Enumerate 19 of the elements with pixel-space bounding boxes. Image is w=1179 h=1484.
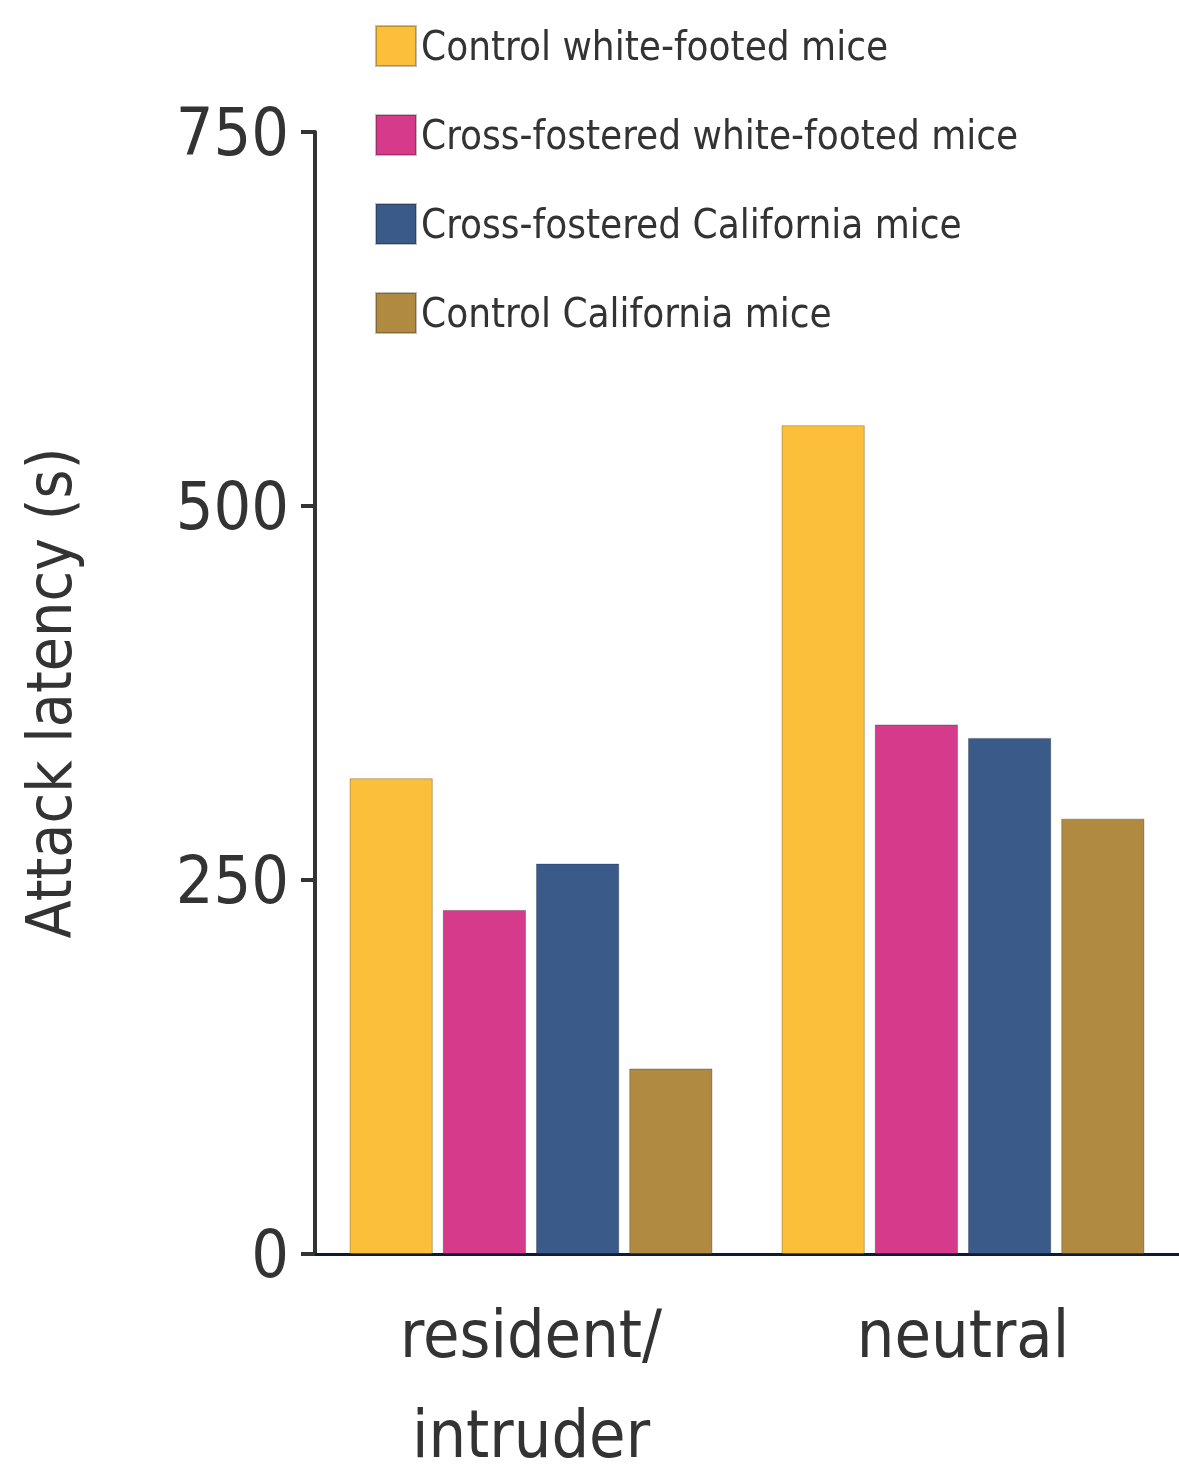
- x-tick-label: neutral: [856, 1295, 1070, 1373]
- legend-label: Cross-fostered California mice: [421, 201, 962, 247]
- bar: [349, 778, 433, 1254]
- y-axis-title: Attack latency (s): [12, 447, 86, 939]
- bar: [781, 425, 865, 1254]
- legend-label: Control white-footed mice: [421, 23, 889, 69]
- bar: [967, 737, 1052, 1254]
- x-tick-label: resident/ intruder: [399, 1295, 664, 1473]
- y-tick-label: 250: [175, 841, 289, 919]
- bar: [442, 909, 527, 1254]
- y-tick-label: 0: [251, 1215, 289, 1293]
- bar: [535, 863, 620, 1254]
- y-tick-label: 750: [175, 93, 289, 171]
- y-tick-label: 500: [175, 467, 289, 545]
- bar: [874, 724, 959, 1254]
- legend-label: Cross-fostered white-footed mice: [421, 112, 1019, 158]
- bar: [1061, 818, 1145, 1254]
- bar: [629, 1068, 713, 1254]
- legend-label: Control California mice: [421, 290, 832, 336]
